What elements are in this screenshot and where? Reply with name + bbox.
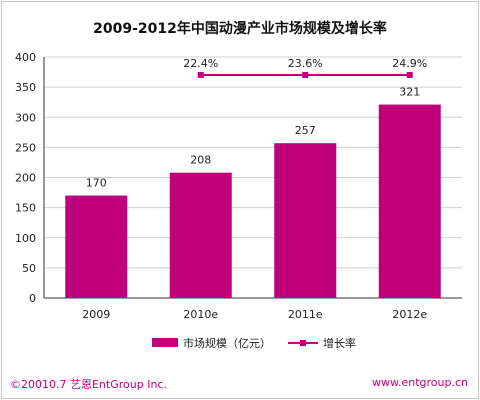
bar <box>169 172 232 298</box>
y-tick-label: 100 <box>15 232 36 245</box>
legend-line-label: 增长率 <box>323 336 356 350</box>
legend-line-marker <box>300 340 306 346</box>
growth-rate-point <box>406 72 413 78</box>
growth-rate-point <box>302 72 309 78</box>
copyright-text: ©20010.7 艺恩EntGroup Inc. <box>10 378 167 391</box>
y-tick-label: 350 <box>15 81 36 94</box>
x-tick-label: 2010e <box>183 308 218 321</box>
bar <box>65 195 128 298</box>
growth-rate-label: 23.6% <box>288 57 323 70</box>
growth-rate-point <box>197 72 204 78</box>
y-tick-label: 50 <box>22 262 36 275</box>
y-tick-label: 0 <box>29 292 36 305</box>
growth-rate-label: 22.4% <box>183 57 218 70</box>
bar-value-label: 208 <box>190 154 211 167</box>
x-tick-label: 2011e <box>288 308 323 321</box>
bar-value-label: 170 <box>86 177 107 190</box>
y-tick-label: 250 <box>15 141 36 154</box>
bar-value-label: 321 <box>399 86 420 99</box>
x-tick-label: 2012e <box>392 308 427 321</box>
y-tick-label: 200 <box>15 172 36 185</box>
y-tick-label: 400 <box>15 51 36 64</box>
bar <box>378 104 441 298</box>
website-link[interactable]: www.entgroup.cn <box>372 376 468 389</box>
bar-value-label: 257 <box>295 124 316 137</box>
x-tick-label: 2009 <box>82 308 110 321</box>
y-tick-label: 300 <box>15 111 36 124</box>
y-tick-label: 150 <box>15 202 36 215</box>
growth-rate-label: 24.9% <box>392 57 427 70</box>
bar <box>274 143 337 298</box>
legend-bar-label: 市场规模（亿元） <box>183 336 271 350</box>
chart-title: 2009-2012年中国动漫产业市场规模及增长率 <box>93 21 387 37</box>
legend-bar-swatch <box>152 338 178 347</box>
